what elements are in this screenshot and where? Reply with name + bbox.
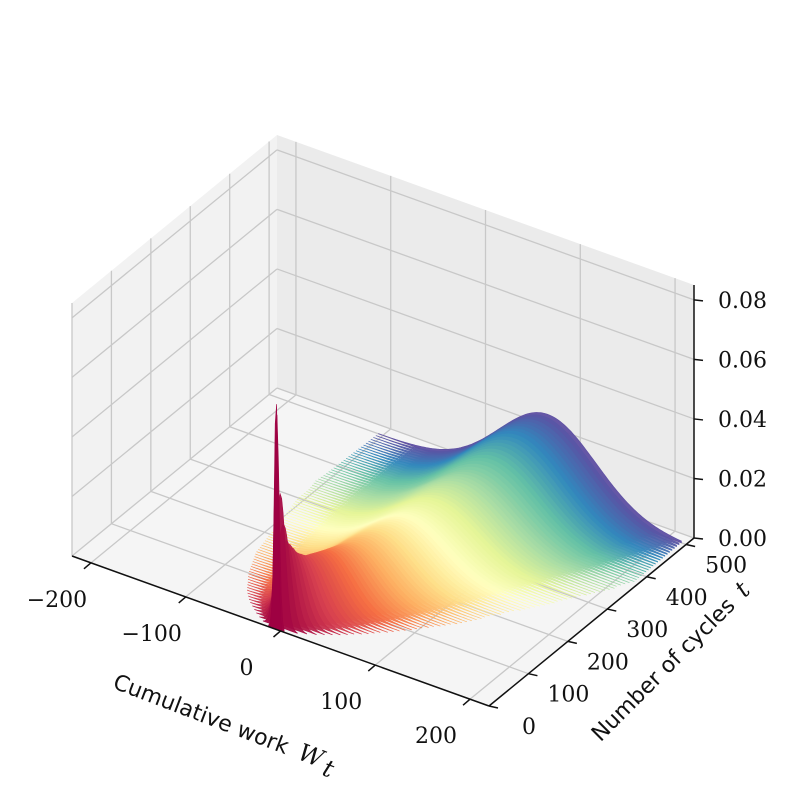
z-tick-mark	[693, 537, 704, 540]
z-tick-label: 0.04	[718, 408, 767, 433]
z-tick-mark	[693, 299, 704, 302]
y-tick-mark	[567, 640, 578, 645]
x-axis-ticks: −200 −100 0 100 200	[27, 562, 471, 749]
back-left-pane	[72, 135, 277, 556]
z-tick-label: 0.06	[718, 348, 767, 373]
z-axis-ticks: 0.00 0.02 0.04 0.06 0.08	[693, 289, 767, 552]
x-tick-mark	[462, 698, 471, 706]
x-tick-label: 200	[415, 724, 457, 749]
z-tick-mark	[693, 358, 704, 362]
z-tick-mark	[693, 477, 704, 481]
grid-left-z	[71, 149, 278, 319]
y-tick-label: 100	[547, 683, 589, 708]
grid-floor-x	[90, 394, 297, 564]
z-tick-label: 0.02	[718, 467, 767, 492]
z-tick-mark	[693, 418, 704, 421]
y-tick-mark	[607, 608, 617, 612]
y-tick-label: 500	[705, 553, 747, 578]
x-tick-label: −100	[122, 622, 182, 647]
grid-back-z	[276, 208, 695, 361]
x-tick-mark	[178, 596, 187, 604]
x-tick-label: −200	[27, 588, 87, 613]
grid-left-z	[71, 268, 278, 438]
y-tick-mark	[685, 543, 696, 548]
svg-text:Cumulative work W: Cumulative work W t	[107, 667, 340, 783]
y-tick-mark	[646, 576, 656, 580]
x-axis-title-text: Cumulative work	[110, 670, 293, 760]
y-axis-title-var: t	[729, 576, 756, 603]
y-tick-mark	[488, 705, 499, 709]
y-tick-mark	[528, 672, 538, 677]
grid-back-z	[276, 149, 695, 301]
grid-back-z	[276, 327, 695, 480]
grid-floor-x	[469, 530, 676, 700]
grid-back-z	[276, 268, 695, 420]
bar-series-layer	[247, 404, 682, 636]
y-tick-label: 200	[587, 650, 629, 675]
y-tick-label: 400	[666, 586, 708, 611]
x-tick-mark	[83, 562, 92, 570]
y-tick-label: 300	[626, 618, 668, 643]
x-axis-title: Cumulative work W t	[107, 667, 340, 784]
grid-left-z	[71, 387, 278, 557]
x-tick-label: 0	[240, 656, 254, 681]
y-axis-ticks: 0 100 200 300 400 500	[488, 543, 747, 740]
z-tick-label: 0.08	[718, 289, 767, 314]
x-tick-mark	[367, 664, 376, 672]
y-axis-line	[488, 537, 695, 707]
x-tick-mark	[273, 630, 281, 638]
grid-left-z	[71, 327, 278, 497]
grid-left-z	[71, 208, 278, 378]
x-tick-label: 100	[320, 690, 362, 715]
z-tick-label: 0.00	[718, 527, 767, 552]
y-tick-label: 0	[522, 715, 536, 740]
